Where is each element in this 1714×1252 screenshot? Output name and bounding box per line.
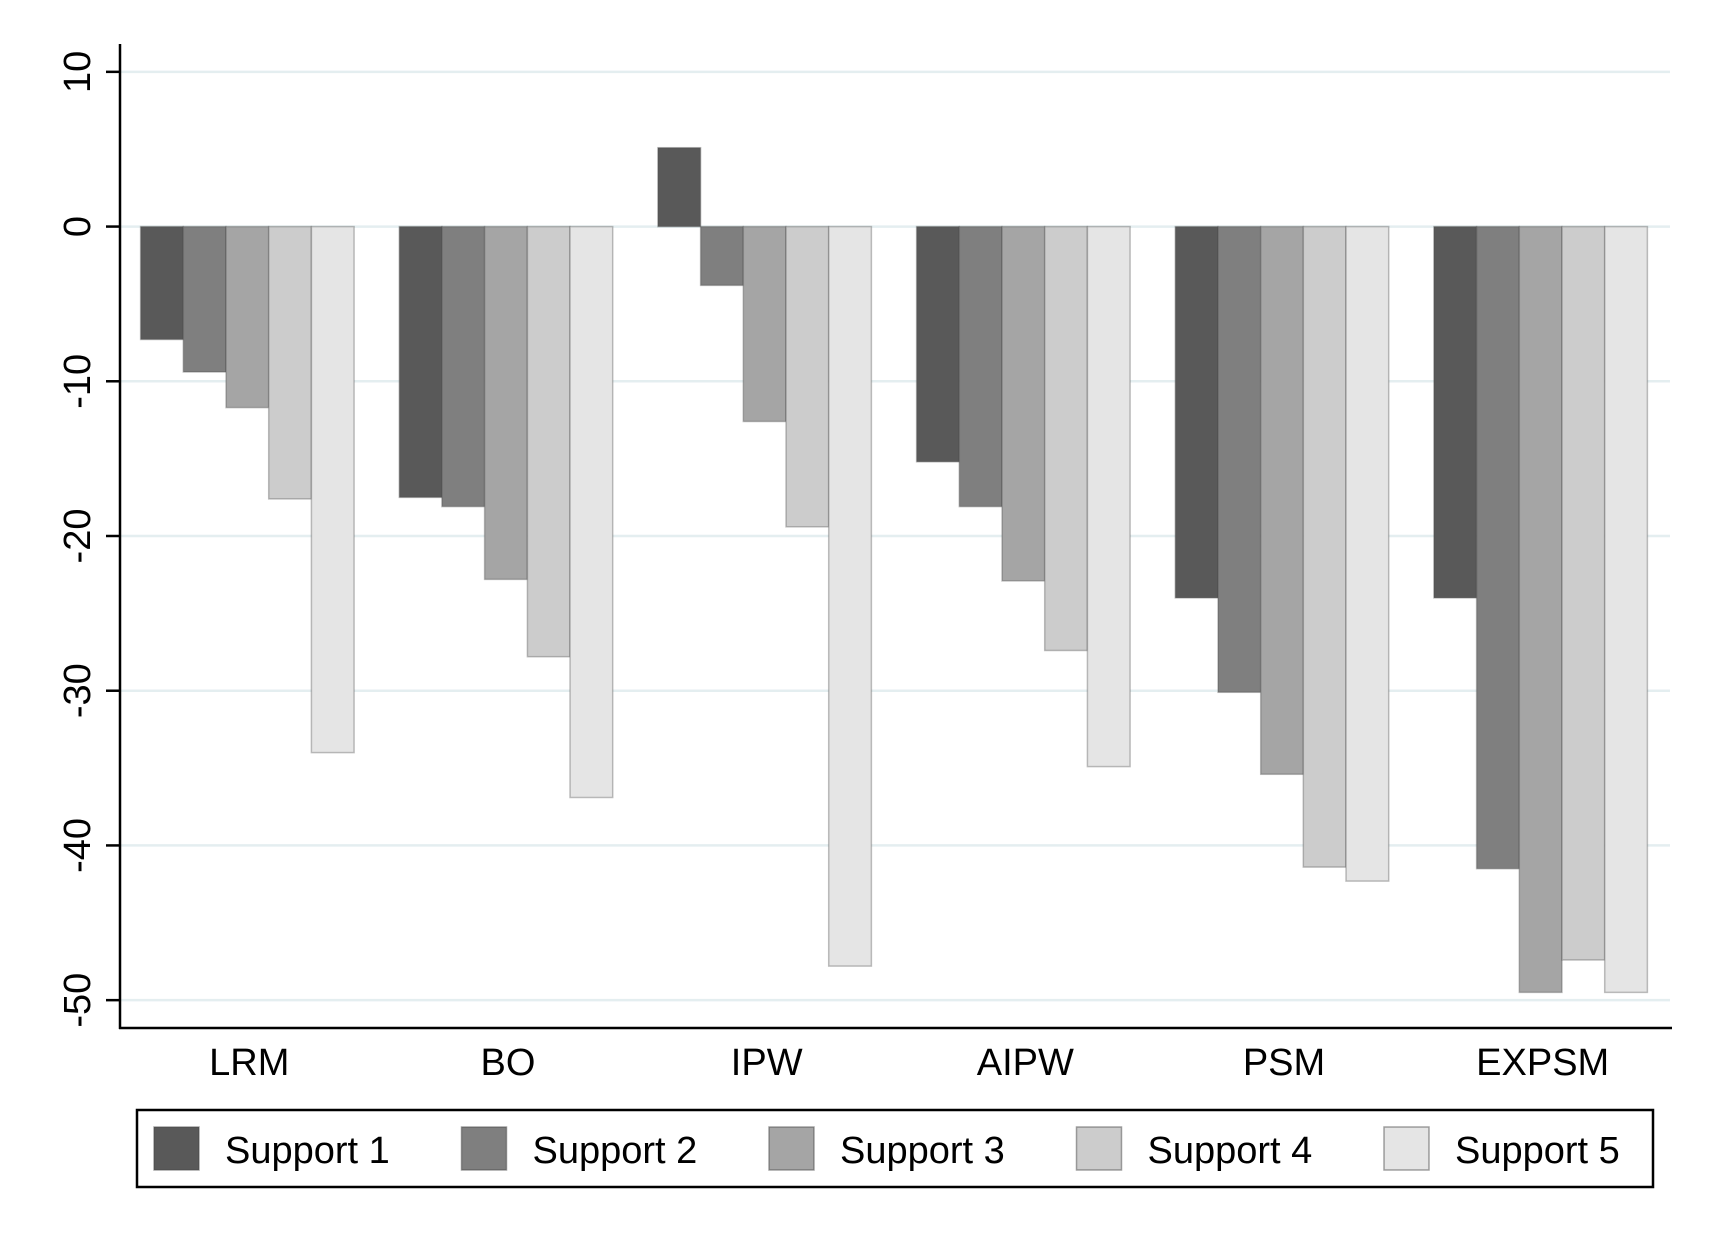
bar <box>1001 225 1046 582</box>
y-tick-label: -50 <box>57 973 99 1028</box>
legend-swatch <box>1075 1126 1123 1171</box>
legend-label: Support 4 <box>1148 1130 1313 1172</box>
bar <box>441 225 486 508</box>
bar <box>1302 225 1347 868</box>
x-tick-label: BO <box>481 1042 536 1084</box>
bar <box>1259 225 1305 776</box>
x-tick-label: EXPSM <box>1476 1042 1609 1084</box>
bar <box>915 225 961 463</box>
legend-swatch <box>1383 1126 1430 1171</box>
axes: 10 0 -10 -20 -30 -40 -50 LRM BO IPW AIPW PSM EXPSM <box>57 44 1672 1084</box>
bar <box>657 146 702 228</box>
bar <box>182 225 227 373</box>
bars <box>139 146 1649 994</box>
bar <box>699 225 745 287</box>
bar <box>1603 225 1649 994</box>
gridlines <box>120 70 1670 1002</box>
legend-swatch <box>768 1126 815 1171</box>
bar <box>139 225 185 341</box>
x-tick-label: PSM <box>1243 1042 1325 1084</box>
bar <box>569 225 614 799</box>
y-tick-label: -40 <box>57 818 99 873</box>
y-tick-label: -10 <box>57 354 99 409</box>
legend: Support 1 Support 2 Support 3 Support 4 Supp… <box>135 1108 1655 1189</box>
y-tick-label: -30 <box>57 663 99 718</box>
bar <box>1561 225 1606 961</box>
bar <box>1345 225 1390 882</box>
legend-swatch <box>460 1126 508 1171</box>
bar <box>398 225 443 499</box>
legend-label: Support 5 <box>1455 1130 1620 1172</box>
bar <box>1433 225 1478 599</box>
y-tick-label: 10 <box>57 51 99 93</box>
bar <box>742 225 787 423</box>
legend-label: Support 2 <box>533 1130 698 1172</box>
x-tick-label: IPW <box>731 1042 803 1084</box>
bar <box>827 225 873 967</box>
bar <box>1475 225 1521 870</box>
bar <box>1518 225 1563 994</box>
bar <box>958 225 1003 508</box>
bar <box>1217 225 1262 694</box>
bar <box>526 225 571 658</box>
bar <box>225 225 270 409</box>
legend-label: Support 3 <box>840 1130 1005 1172</box>
x-tick-label: LRM <box>209 1042 289 1084</box>
bar <box>267 225 313 500</box>
legend-swatch <box>153 1126 200 1171</box>
bar <box>483 225 529 581</box>
bar <box>1043 225 1089 652</box>
bar <box>785 225 830 528</box>
x-tick-label: AIPW <box>977 1042 1074 1084</box>
bar <box>310 225 355 754</box>
legend-label: Support 1 <box>225 1130 390 1172</box>
bar <box>1086 225 1131 768</box>
y-tick-label: -20 <box>57 509 99 564</box>
bar <box>1174 225 1219 599</box>
y-tick-label: 0 <box>57 216 99 237</box>
